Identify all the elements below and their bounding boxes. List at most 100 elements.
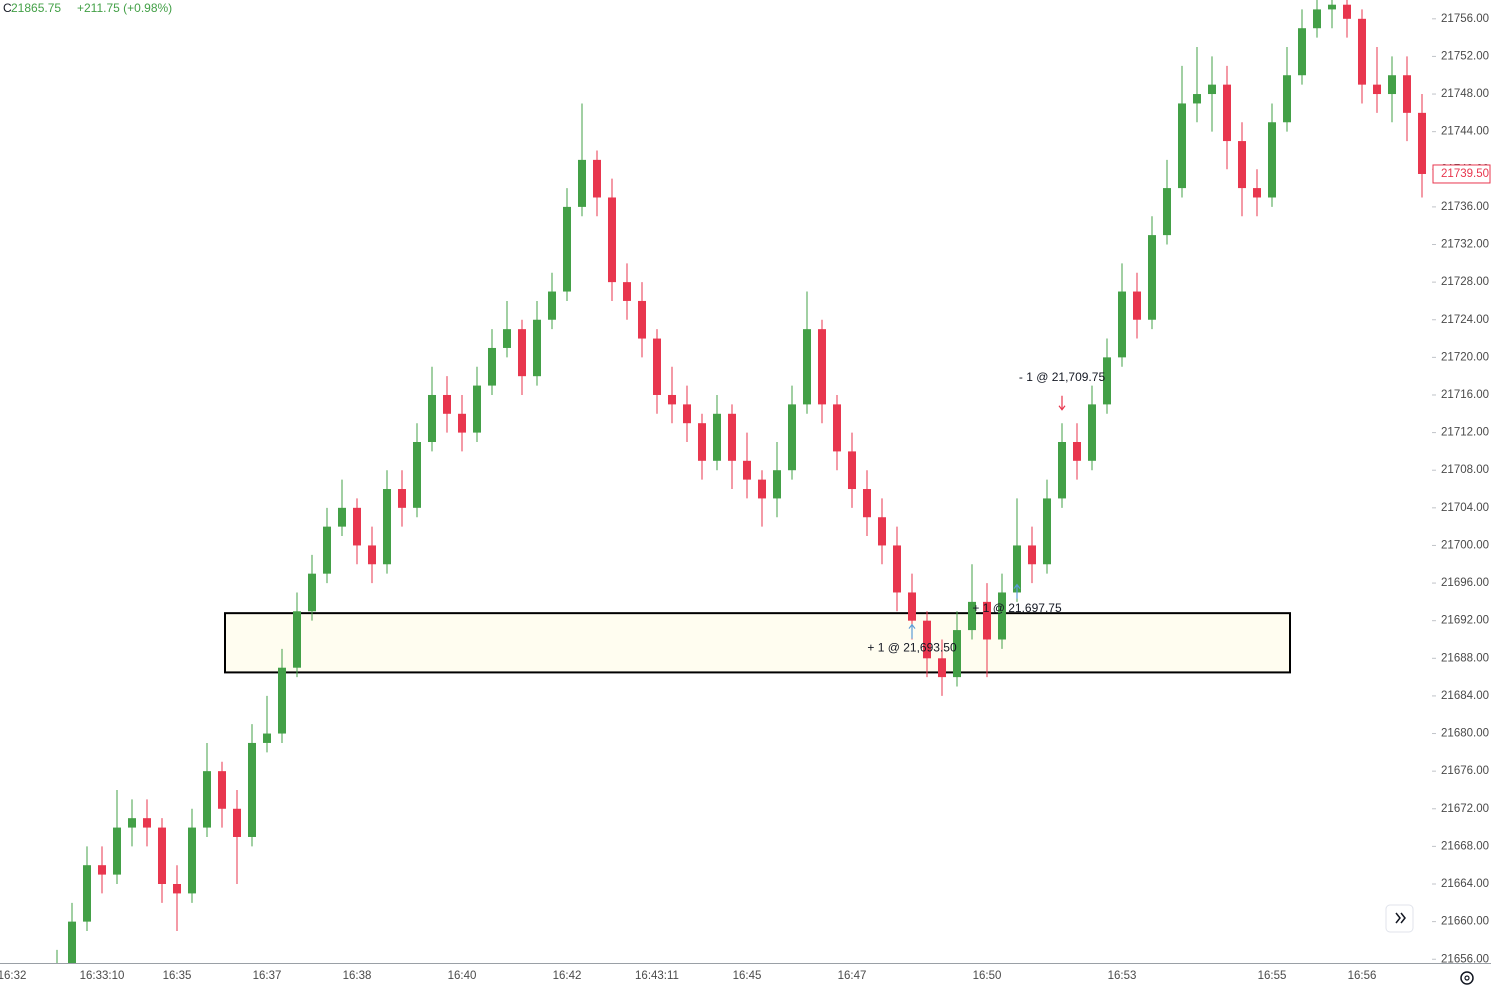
candle-body	[1208, 84, 1216, 95]
candle-body	[548, 291, 556, 320]
candle-body	[833, 404, 841, 452]
last-price-tag	[1432, 164, 1491, 184]
candle-body	[953, 630, 961, 678]
x-tick-label: 16:33:10	[80, 970, 125, 982]
candle-body	[368, 545, 376, 565]
candle-body	[218, 771, 226, 809]
scroll-button[interactable]	[1385, 904, 1414, 933]
y-tick-label: 21692.00	[1441, 615, 1489, 627]
candle-body	[1388, 75, 1396, 95]
candle-body	[578, 159, 586, 207]
candle-body	[323, 526, 331, 574]
x-tick-label: 16:42	[553, 970, 582, 982]
candle-body	[1313, 9, 1321, 29]
candle-body	[923, 620, 931, 659]
candle-body	[1088, 404, 1096, 461]
candle-body	[1343, 4, 1351, 19]
trade-label: - 1 @ 21,709.75	[1019, 370, 1106, 384]
header-prefix: C	[3, 1, 12, 15]
candle-body	[443, 394, 451, 414]
candle-body	[1133, 291, 1141, 320]
y-tick-label: 21656.00	[1441, 953, 1489, 965]
x-tick-label: 16:37	[253, 970, 282, 982]
candle-body	[968, 601, 976, 631]
x-tick-label: 16:55	[1258, 970, 1287, 982]
y-tick-label: 21676.00	[1441, 765, 1489, 777]
x-tick-label: 16:56	[1348, 970, 1377, 982]
candle-body	[1028, 545, 1036, 565]
candle-body	[1373, 84, 1381, 95]
candle-body	[53, 969, 61, 985]
candle-body	[728, 413, 736, 461]
candle-body	[908, 592, 916, 621]
candle-body	[743, 460, 751, 480]
candle-body	[113, 827, 121, 875]
candle-body	[623, 282, 631, 301]
candle-body	[1073, 442, 1081, 461]
x-tick-label: 16:38	[343, 970, 372, 982]
candle-body	[1238, 141, 1246, 189]
y-tick-label: 21744.00	[1441, 126, 1489, 138]
candle-body	[1178, 103, 1186, 189]
y-tick-label: 21688.00	[1441, 652, 1489, 664]
y-tick-label: 21660.00	[1441, 916, 1489, 928]
y-tick-label: 21704.00	[1441, 502, 1489, 514]
candle-body	[143, 818, 151, 828]
candle-body	[98, 865, 106, 875]
candle-body	[503, 329, 511, 348]
x-tick-label: 16:45	[733, 970, 762, 982]
header-close: 21865.75	[11, 1, 61, 15]
y-tick-label: 21752.00	[1441, 50, 1489, 62]
candle-body	[683, 404, 691, 424]
y-tick-label: 21724.00	[1441, 314, 1489, 326]
candle-body	[413, 442, 421, 508]
candle-body	[1223, 84, 1231, 142]
settings-button[interactable]	[1460, 971, 1474, 985]
candle-body	[1253, 188, 1261, 198]
candle-body	[998, 592, 1006, 640]
buy-arrow	[908, 623, 916, 639]
candle-body	[458, 413, 466, 433]
sell-arrow	[1058, 395, 1066, 411]
candle-body	[1403, 75, 1411, 113]
y-tick-label: 21672.00	[1441, 803, 1489, 815]
candle-body	[653, 338, 661, 395]
candle-body	[278, 667, 286, 734]
candle-body	[713, 413, 721, 461]
candle-body	[938, 658, 946, 678]
candle-body	[338, 507, 346, 527]
candle-body	[128, 818, 136, 828]
buy-arrow	[1013, 583, 1021, 599]
zone	[224, 612, 1291, 674]
y-tick-label: 21748.00	[1441, 88, 1489, 100]
y-tick-label: 21668.00	[1441, 840, 1489, 852]
candle-body	[248, 742, 256, 837]
candle-body	[1103, 357, 1111, 405]
y-tick-label: 21732.00	[1441, 239, 1489, 251]
candle-body	[1118, 291, 1126, 358]
candle-body	[593, 159, 601, 198]
y-tick-label: 21736.00	[1441, 201, 1489, 213]
candle-body	[563, 206, 571, 292]
candle-body	[68, 921, 76, 963]
candle-body	[518, 329, 526, 377]
candle-body	[293, 611, 301, 668]
candle-body	[473, 385, 481, 433]
candle-body	[1328, 4, 1336, 10]
x-tick-label: 16:50	[973, 970, 1002, 982]
x-tick-label: 16:53	[1108, 970, 1137, 982]
y-tick-label: 21700.00	[1441, 539, 1489, 551]
candle-body	[878, 517, 886, 546]
candle-body	[863, 489, 871, 518]
last-price-label: 21739.50	[1441, 168, 1489, 180]
trade-label: + 1 @ 21,693.50	[867, 641, 957, 655]
candle-body	[173, 884, 181, 894]
candle-body	[698, 423, 706, 461]
y-tick-label: 21716.00	[1441, 389, 1489, 401]
candle-body	[1163, 188, 1171, 236]
candle-body	[638, 300, 646, 339]
candle-body	[383, 489, 391, 565]
candle-body	[818, 329, 826, 405]
candle-body	[1283, 75, 1291, 123]
